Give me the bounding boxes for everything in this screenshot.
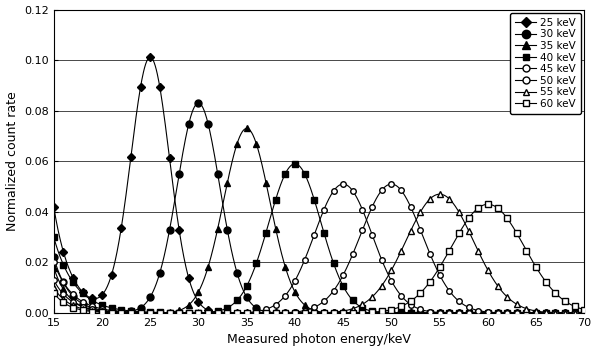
X-axis label: Measured photon energy/keV: Measured photon energy/keV xyxy=(227,333,411,346)
Legend: 25 keV, 30 keV, 35 keV, 40 keV, 45 keV, 50 keV, 55 keV, 60 keV: 25 keV, 30 keV, 35 keV, 40 keV, 45 keV, … xyxy=(510,13,581,114)
Y-axis label: Normalized count rate: Normalized count rate xyxy=(5,92,19,231)
